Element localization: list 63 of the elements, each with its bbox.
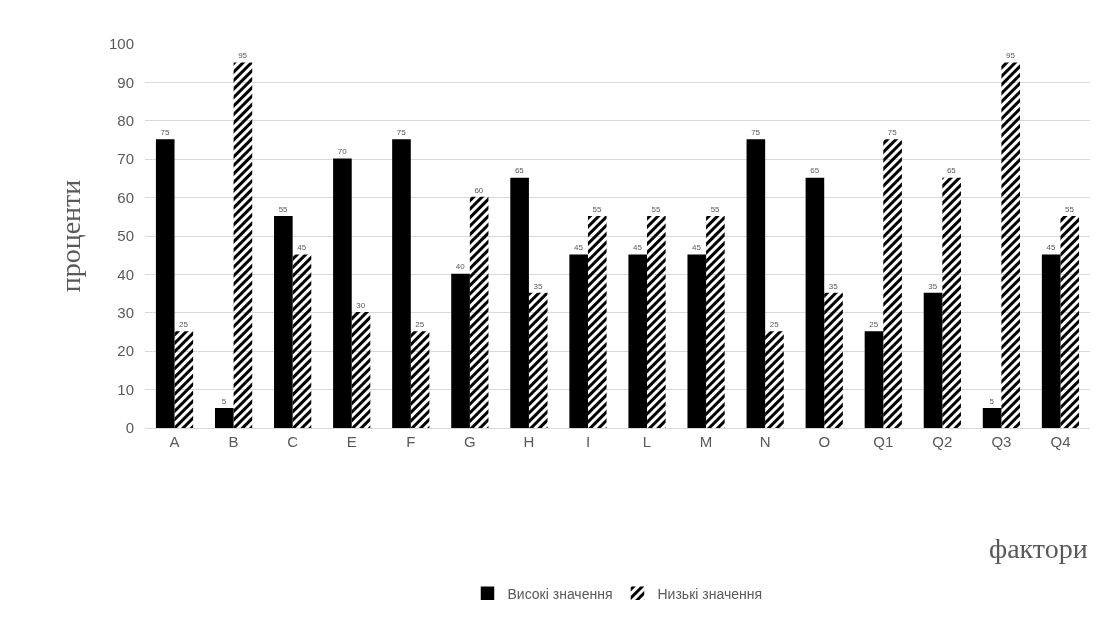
x-tick-label: Q1 — [873, 433, 894, 450]
data-label: 70 — [337, 147, 348, 157]
data-label: 40 — [455, 262, 466, 272]
legend-label: Низькі значення — [657, 585, 763, 602]
x-tick-label: E — [346, 433, 357, 450]
y-tick-label: 60 — [117, 188, 134, 206]
data-label: 95 — [1005, 51, 1016, 61]
x-tick-label: C — [287, 433, 299, 450]
y-tick-label: 80 — [117, 112, 134, 130]
data-label: 45 — [633, 243, 643, 253]
data-label: 55 — [278, 204, 289, 214]
data-label: 5 — [221, 396, 227, 406]
x-tick-label: Q4 — [1050, 433, 1071, 450]
x-tick-label: L — [642, 433, 652, 450]
x-tick-label: M — [699, 433, 713, 450]
x-axis-title: фактори — [989, 533, 1088, 564]
x-tick-label: B — [228, 433, 239, 450]
data-label: 5 — [989, 396, 995, 406]
data-label: 25 — [869, 320, 879, 329]
data-label: 75 — [160, 128, 170, 137]
y-tick-label: 50 — [117, 227, 134, 245]
x-tick-label: A — [169, 433, 180, 450]
x-tick-label: I — [585, 433, 591, 450]
y-tick-label: 30 — [117, 304, 134, 322]
data-label: 25 — [415, 320, 425, 329]
x-tick-label: H — [523, 433, 535, 450]
data-label: 55 — [592, 204, 602, 214]
y-tick-label: 10 — [117, 380, 134, 398]
y-tick-label: 20 — [117, 342, 134, 360]
y-tick-label: 0 — [125, 419, 134, 437]
y-axis-title: проценти — [54, 179, 86, 293]
data-label: 55 — [651, 204, 662, 214]
x-tick-label: G — [464, 433, 476, 450]
x-tick-label: O — [818, 433, 831, 450]
data-label: 60 — [474, 185, 484, 195]
data-label: 55 — [710, 204, 721, 214]
data-label: 45 — [297, 243, 307, 253]
data-label: 35 — [828, 281, 839, 291]
data-label: 25 — [179, 320, 189, 329]
legend-label: Високі значення — [507, 585, 613, 602]
data-label: 65 — [810, 166, 820, 176]
x-tick-label: N — [759, 433, 771, 450]
y-tick-label: 40 — [117, 265, 134, 283]
data-label: 45 — [573, 243, 584, 253]
data-label: 25 — [769, 320, 780, 329]
data-label: 35 — [928, 281, 938, 291]
y-tick-label: 70 — [117, 150, 134, 168]
data-label: 95 — [238, 51, 248, 61]
data-label: 35 — [533, 281, 543, 291]
data-label: 30 — [356, 300, 366, 310]
data-label: 65 — [946, 166, 957, 176]
y-tick-label: 100 — [108, 35, 134, 53]
y-tick-label: 90 — [117, 73, 134, 91]
data-label: 45 — [1046, 243, 1056, 253]
data-label: 55 — [1065, 204, 1075, 214]
x-tick-label: Q3 — [991, 433, 1012, 450]
data-label: 75 — [887, 128, 898, 137]
data-label: 75 — [751, 128, 761, 137]
x-tick-label: Q2 — [932, 433, 953, 450]
data-label: 45 — [692, 243, 702, 253]
data-label: 75 — [396, 128, 407, 137]
x-tick-label: F — [406, 433, 416, 450]
data-label: 65 — [514, 166, 525, 176]
